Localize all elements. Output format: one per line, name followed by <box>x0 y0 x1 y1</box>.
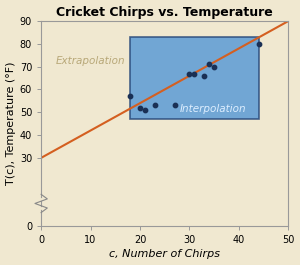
X-axis label: c, Number of Chirps: c, Number of Chirps <box>109 249 220 259</box>
Point <box>212 65 217 69</box>
Point <box>152 103 157 108</box>
Point <box>202 74 207 78</box>
Y-axis label: T(c), Temperature (°F): T(c), Temperature (°F) <box>6 62 16 186</box>
Point <box>142 108 147 112</box>
Point <box>138 106 142 110</box>
Point <box>207 62 212 67</box>
Point <box>172 103 177 108</box>
Point <box>192 71 197 76</box>
Title: Cricket Chirps vs. Temperature: Cricket Chirps vs. Temperature <box>56 6 273 19</box>
Bar <box>130 37 259 119</box>
Text: Interpolation: Interpolation <box>179 104 246 114</box>
Text: Extrapolation: Extrapolation <box>56 56 126 67</box>
Point <box>128 94 133 99</box>
Point <box>256 42 261 46</box>
Point <box>187 71 192 76</box>
